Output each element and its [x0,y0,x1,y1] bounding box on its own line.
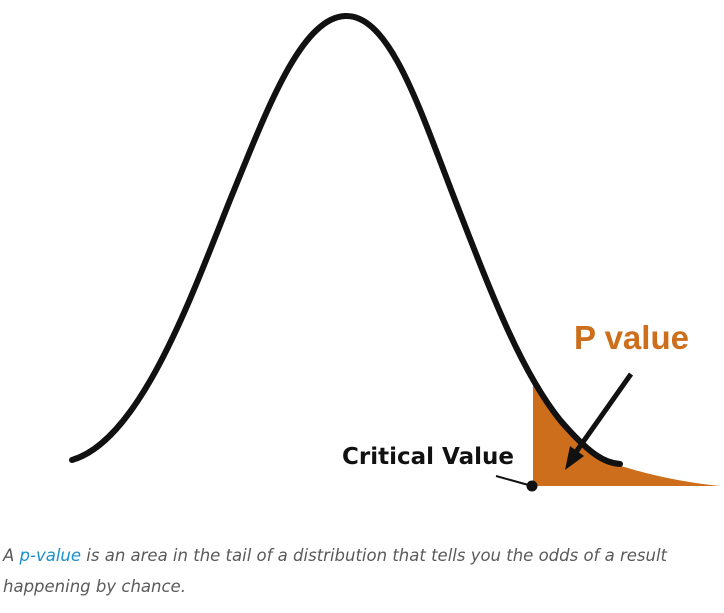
p-value-link[interactable]: p-value [19,546,82,565]
critical-value-leader-line [495,475,533,487]
caption-text: is an area in the tail of a distribution… [3,546,668,596]
p-value-label: P value [574,319,689,356]
caption: A p-value is an area in the tail of a di… [3,540,719,602]
distribution-diagram: Critical Value P value [69,12,720,492]
p-value-arrow-shaft [573,372,634,454]
caption-prefix: A [3,546,20,565]
p-value-tail-area [533,385,720,486]
bell-curve [69,12,623,467]
critical-value-label: Critical Value [342,444,514,470]
critical-value-point [526,480,538,492]
p-value-arrow-head [565,446,584,470]
